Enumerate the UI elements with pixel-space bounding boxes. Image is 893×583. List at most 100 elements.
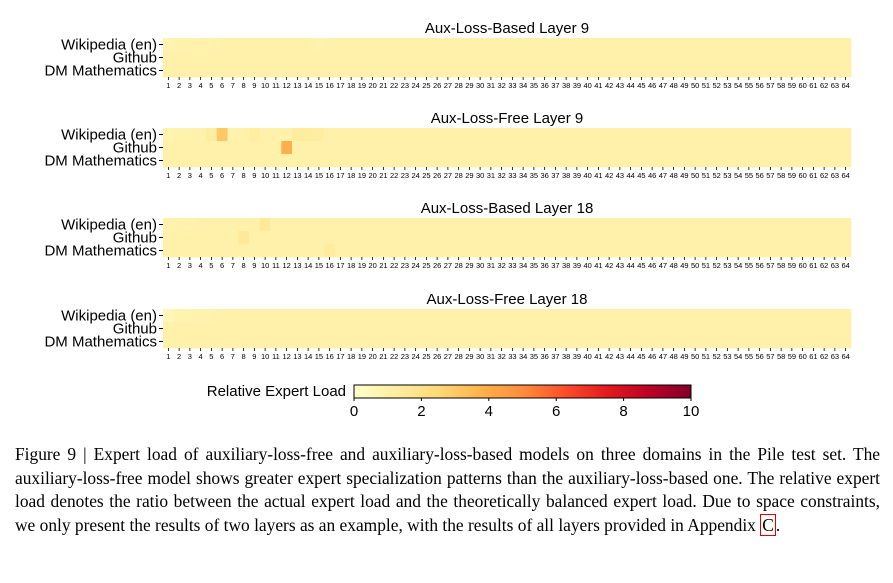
heatmap-cell: [818, 38, 830, 52]
heatmap-cell: [399, 231, 411, 245]
panel-title: Aux-Loss-Free Layer 18: [427, 291, 588, 308]
heatmap-cell: [668, 218, 680, 232]
heatmap-cell: [410, 38, 422, 52]
column-label: 37: [551, 352, 559, 361]
heatmap-cell: [603, 335, 615, 349]
column-label: 17: [336, 352, 344, 361]
column-label: 18: [347, 171, 355, 180]
heatmap-cell: [689, 244, 701, 258]
heatmap-cell: [775, 309, 787, 323]
heatmap-cell: [335, 51, 347, 65]
heatmap-cell: [732, 64, 744, 78]
appendix-link[interactable]: C: [760, 513, 776, 536]
column-label: 47: [659, 81, 667, 90]
heatmap-cell: [539, 218, 551, 232]
heatmap-cell: [754, 335, 766, 349]
column-label: 9: [252, 171, 256, 180]
column-label: 10: [261, 261, 269, 270]
heatmap-cell: [249, 51, 261, 65]
heatmap-cell: [388, 154, 400, 168]
heatmap-cell: [474, 335, 486, 349]
heatmap-cell: [743, 244, 755, 258]
column-label: 5: [209, 81, 213, 90]
heatmap-cell: [238, 244, 250, 258]
heatmap-cell: [399, 244, 411, 258]
heatmap-cell: [173, 218, 185, 232]
heatmap-cell: [399, 141, 411, 155]
heatmap-cell: [700, 141, 712, 155]
heatmap-cell: [335, 128, 347, 142]
column-label: 3: [188, 261, 192, 270]
heatmap-cell: [528, 231, 540, 245]
heatmap-cell: [388, 218, 400, 232]
heatmap-cell: [195, 335, 207, 349]
heatmap-cell: [840, 218, 852, 232]
heatmap-cell: [485, 231, 497, 245]
heatmap-cell: [646, 322, 658, 336]
heatmap-cell: [206, 231, 218, 245]
heatmap-cell: [281, 64, 293, 78]
heatmap-cell: [496, 244, 508, 258]
heatmap-cell: [829, 38, 841, 52]
heatmap-cell: [797, 154, 809, 168]
heatmap-cell: [797, 244, 809, 258]
heatmap-cell: [474, 309, 486, 323]
heatmap-cell: [711, 154, 723, 168]
heatmap-cell: [582, 309, 594, 323]
heatmap-cell: [797, 309, 809, 323]
heatmap-cell: [378, 128, 390, 142]
heatmap-cell: [442, 335, 454, 349]
heatmap-cell: [614, 218, 626, 232]
heatmap-cell: [668, 335, 680, 349]
column-label: 10: [261, 171, 269, 180]
heatmap-cell: [292, 231, 304, 245]
heatmap-cell: [227, 128, 239, 142]
heatmap-cell: [603, 322, 615, 336]
column-label: 20: [368, 81, 376, 90]
column-label: 9: [252, 81, 256, 90]
heatmap-cell: [808, 231, 820, 245]
heatmap-cell: [345, 335, 357, 349]
heatmap-cell: [410, 335, 422, 349]
heatmap-cell: [517, 231, 529, 245]
heatmap-cell: [560, 335, 572, 349]
heatmap-cell: [464, 154, 476, 168]
heatmap-panel-1: Aux-Loss-Based Layer 9 Wikipedia (en)Gith…: [44, 20, 852, 90]
column-label: 2: [177, 171, 181, 180]
column-label: 61: [809, 171, 817, 180]
column-label: 47: [659, 261, 667, 270]
heatmap-cell: [356, 141, 368, 155]
column-label: 24: [411, 352, 419, 361]
heatmap-cell: [517, 128, 529, 142]
column-label: 28: [454, 171, 462, 180]
heatmap-cell: [797, 51, 809, 65]
column-label: 51: [702, 261, 710, 270]
heatmap-cell: [593, 309, 605, 323]
column-label: 7: [231, 261, 235, 270]
column-label: 26: [433, 352, 441, 361]
column-label: 19: [358, 171, 366, 180]
heatmap-cell: [335, 218, 347, 232]
column-label: 64: [841, 352, 849, 361]
heatmap-cell: [399, 218, 411, 232]
column-label: 19: [358, 261, 366, 270]
column-label: 27: [444, 352, 452, 361]
column-label: 50: [691, 81, 699, 90]
heatmap-cell: [421, 38, 433, 52]
column-label: 59: [788, 352, 796, 361]
heatmap-cell: [517, 322, 529, 336]
heatmap-cell: [474, 231, 486, 245]
heatmap-cell: [539, 309, 551, 323]
heatmap-cell: [238, 309, 250, 323]
heatmap-cell: [216, 128, 228, 142]
heatmap-cell: [582, 154, 594, 168]
heatmap-cell: [474, 64, 486, 78]
heatmap-cell: [743, 51, 755, 65]
heatmap-cell: [829, 128, 841, 142]
column-label: 16: [325, 352, 333, 361]
heatmap-cell: [378, 322, 390, 336]
heatmap-cell: [582, 128, 594, 142]
heatmap-cell: [539, 231, 551, 245]
heatmap-cell: [281, 154, 293, 168]
heatmap-cell: [485, 38, 497, 52]
